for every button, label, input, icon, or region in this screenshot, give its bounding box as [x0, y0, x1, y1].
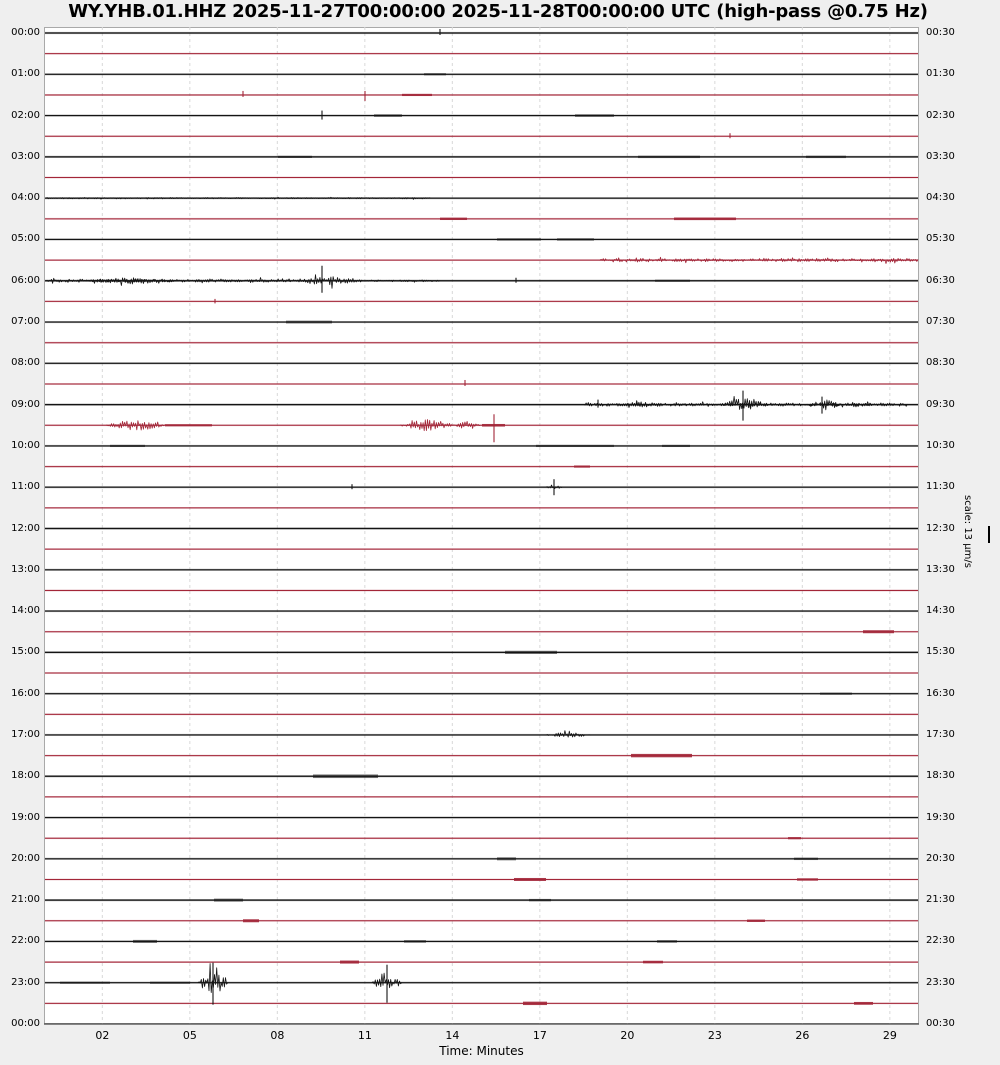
- y-axis-label-left: 16:00: [11, 687, 40, 699]
- x-axis-tick-label: 08: [270, 1029, 285, 1042]
- x-axis-label: Time: Minutes: [439, 1044, 524, 1058]
- y-axis-label-left: 23:00: [11, 976, 40, 988]
- x-axis-tick-label: 14: [445, 1029, 460, 1042]
- y-axis-label-right: 13:30: [926, 563, 955, 575]
- y-axis-label-right: 04:30: [926, 192, 955, 204]
- y-axis-label-right: 07:30: [926, 316, 955, 328]
- y-axis-label-right: 08:30: [926, 357, 955, 369]
- y-axis-label-left: 10:00: [11, 439, 40, 451]
- y-axis-label-left: 18:00: [11, 770, 40, 782]
- y-axis-label-right: 19:30: [926, 811, 955, 823]
- y-axis-label-left: 15:00: [11, 646, 40, 658]
- y-axis-label-left: 01:00: [11, 68, 40, 80]
- y-axis-label-left: 11:00: [11, 481, 40, 493]
- chart-title: WY.YHB.01.HHZ 2025-11-27T00:00:00 2025-1…: [68, 1, 928, 22]
- y-axis-label-right: 06:30: [926, 274, 955, 286]
- y-axis-label-right: 00:30: [926, 1018, 955, 1029]
- y-axis-label-left: 19:00: [11, 811, 40, 823]
- y-axis-label-right: 02:30: [926, 109, 955, 121]
- y-axis-label-left: 17:00: [11, 728, 40, 740]
- y-axis-label-right: 18:30: [926, 770, 955, 782]
- y-axis-label-right: 10:30: [926, 439, 955, 451]
- y-axis-label-left: 09:00: [11, 398, 40, 410]
- x-axis-tick-label: 17: [532, 1029, 547, 1042]
- scale-bar: [988, 526, 990, 543]
- y-axis-label-left: 00:00: [11, 1018, 40, 1029]
- y-axis-label-right: 12:30: [926, 522, 955, 534]
- y-axis-label-right: 09:30: [926, 398, 955, 410]
- y-axis-label-right: 20:30: [926, 852, 955, 864]
- y-axis-label-right: 01:30: [926, 68, 955, 80]
- y-axis-label-right: 23:30: [926, 976, 955, 988]
- y-axis-label-left: 07:00: [11, 316, 40, 328]
- y-axis-label-left: 20:00: [11, 852, 40, 864]
- y-axis-label-right: 05:30: [926, 233, 955, 245]
- y-axis-label-right: 03:30: [926, 150, 955, 162]
- y-axis-label-left: 00:00: [11, 27, 40, 38]
- y-axis-label-left: 06:00: [11, 274, 40, 286]
- x-axis-tick-label: 11: [357, 1029, 372, 1042]
- x-axis-tick-label: 20: [620, 1029, 635, 1042]
- y-axis-label-left: 22:00: [11, 935, 40, 947]
- y-axis-label-left: 04:00: [11, 192, 40, 204]
- y-axis-label-right: 17:30: [926, 728, 955, 740]
- x-axis-tick-label: 02: [95, 1029, 110, 1042]
- y-axis-label-left: 14:00: [11, 605, 40, 617]
- y-axis-label-left: 12:00: [11, 522, 40, 534]
- x-axis-tick-label: 26: [795, 1029, 810, 1042]
- y-axis-label-right: 00:30: [926, 27, 955, 38]
- y-axis-label-right: 11:30: [926, 481, 955, 493]
- y-axis-label-right: 15:30: [926, 646, 955, 658]
- y-axis-label-right: 14:30: [926, 605, 955, 617]
- x-axis-tick-label: 05: [182, 1029, 197, 1042]
- scale-label: scale: 13 μm/s: [962, 495, 973, 568]
- y-axis-label-left: 05:00: [11, 233, 40, 245]
- y-axis-label-left: 02:00: [11, 109, 40, 121]
- x-axis-tick-label: 29: [882, 1029, 897, 1042]
- y-axis-label-right: 21:30: [926, 894, 955, 906]
- y-axis-label-right: 16:30: [926, 687, 955, 699]
- y-axis-label-right: 22:30: [926, 935, 955, 947]
- y-axis-label-left: 21:00: [11, 894, 40, 906]
- y-axis-label-left: 13:00: [11, 563, 40, 575]
- y-axis-label-left: 03:00: [11, 150, 40, 162]
- x-axis-tick-label: 23: [707, 1029, 722, 1042]
- y-axis-label-left: 08:00: [11, 357, 40, 369]
